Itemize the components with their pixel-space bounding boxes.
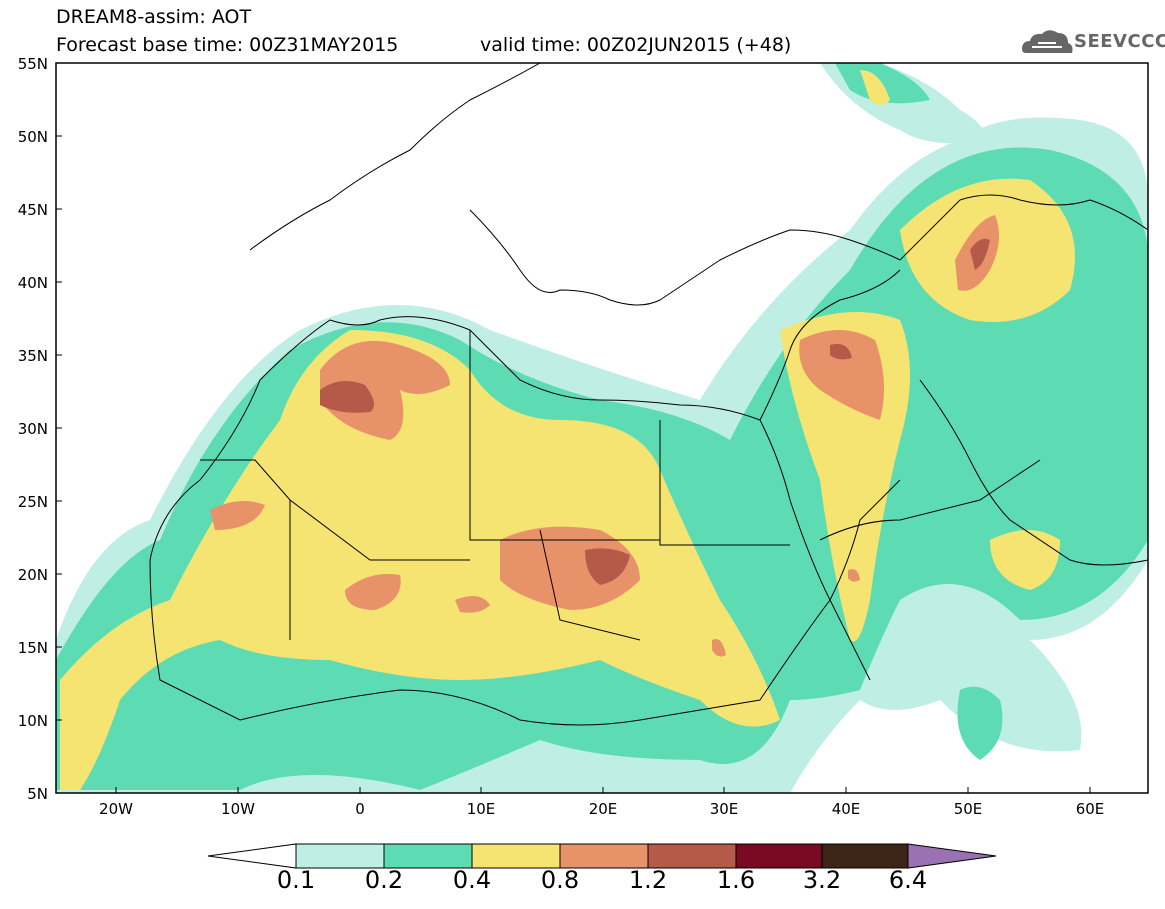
cloud-icon (1022, 30, 1073, 53)
colorbar-label: 6.4 (888, 866, 928, 894)
valid-time: valid time: 00Z02JUN2015 (+48) (480, 34, 792, 56)
colorbar-swatch (821, 843, 909, 869)
colorbar-under (207, 843, 297, 869)
colorbar-label: 0.2 (364, 866, 404, 894)
colorbar-swatch (383, 843, 473, 869)
lat-label: 20N (18, 566, 48, 584)
colorbar-swatch (735, 843, 823, 869)
lon-label: 50E (954, 800, 983, 818)
lat-label: 35N (18, 347, 48, 365)
lat-label: 15N (18, 639, 48, 657)
lat-label: 10N (18, 712, 48, 730)
colorbar-swatch (295, 843, 385, 869)
colorbar-label: 1.6 (716, 866, 756, 894)
colorbar (207, 843, 997, 869)
aot-field (56, 63, 1148, 793)
lon-label: 20E (589, 800, 618, 818)
lon-label: 30E (710, 800, 739, 818)
forecast-base-time: Forecast base time: 00Z31MAY2015 (56, 34, 399, 56)
lat-label: 50N (18, 128, 48, 146)
lat-label: 40N (18, 274, 48, 292)
lat-label: 25N (18, 493, 48, 511)
logo-text: SEEVCCC (1074, 31, 1165, 52)
lon-label: 10E (467, 800, 496, 818)
lon-label: 20W (99, 800, 133, 818)
lat-label: 45N (18, 201, 48, 219)
lat-label: 55N (18, 55, 48, 73)
lon-label: 60E (1076, 800, 1105, 818)
lat-label: 30N (18, 420, 48, 438)
colorbar-label: 0.1 (276, 866, 316, 894)
colorbar-label: 1.2 (628, 866, 668, 894)
lon-label: 0 (355, 800, 365, 818)
colorbar-label: 0.8 (540, 866, 580, 894)
colorbar-swatch (559, 843, 649, 869)
colorbar-swatch (647, 843, 737, 869)
colorbar-label: 3.2 (802, 866, 842, 894)
map-title: DREAM8-assim: AOT (56, 6, 252, 28)
lon-label: 10W (221, 800, 255, 818)
lat-label: 5N (27, 785, 48, 803)
colorbar-swatch (471, 843, 561, 869)
lon-label: 40E (832, 800, 861, 818)
colorbar-label: 0.4 (452, 866, 492, 894)
colorbar-over (907, 843, 997, 869)
